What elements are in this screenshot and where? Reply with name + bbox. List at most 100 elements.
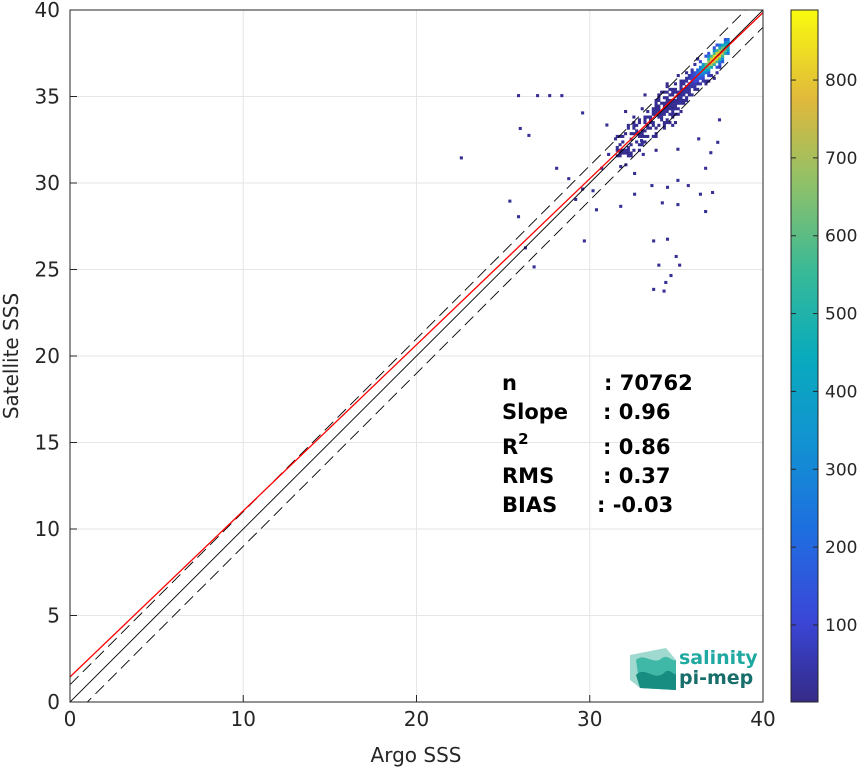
density-cell [679,109,683,114]
density-cell [721,54,725,58]
density-cell [637,134,641,138]
density-cell [701,74,705,78]
outlier-cell [555,166,559,170]
density-cell [632,148,636,152]
density-cell [682,79,686,83]
density-cell [723,43,727,47]
density-cell [637,118,641,122]
colorbar-tick-label: 100 [825,616,857,636]
density-cell [704,79,708,83]
density-cell [635,123,639,127]
outlier-cell [652,287,656,291]
density-cell [643,93,647,97]
outlier-cell [665,185,670,189]
density-cell [718,57,722,61]
density-cell [721,46,725,50]
density-cell [685,71,689,75]
density-cell [715,51,719,55]
density-cell [637,121,641,125]
outlier-cell [674,254,678,259]
density-cell [712,60,716,64]
density-cell [690,74,694,78]
density-cell [665,101,669,105]
density-cell [718,46,722,50]
density-cell [693,87,697,91]
density-cell [673,90,678,94]
density-cell [704,68,708,72]
density-cell [676,112,680,116]
density-cell [679,101,683,105]
density-cell [696,57,700,61]
density-cell [676,101,680,105]
density-cell [662,90,666,94]
density-cell [626,148,630,152]
density-cell [712,54,716,58]
colorbar-ticks: 100 200 300 400 500 600 700 800 [791,71,857,636]
density-cell [718,62,722,67]
density-cell [682,82,686,86]
density-cell [709,62,714,67]
density-cell [615,145,619,150]
density-cell [693,79,697,83]
density-cell [651,107,655,111]
regression-line [70,12,763,678]
density-cell [637,148,641,152]
outlier-cell [594,208,599,212]
density-cell [707,51,711,55]
density-cell [679,93,683,97]
density-cell [643,118,647,122]
density-cell [626,145,630,150]
density-cell [698,76,702,80]
density-cell [643,129,647,133]
outlier-cell [641,152,645,156]
density-cell [698,82,702,86]
outlier-cell [716,140,720,144]
density-cell [718,65,722,69]
outlier-cell [581,187,585,191]
density-cell [660,118,664,122]
density-cell [632,132,636,136]
outlier-cell [704,209,708,214]
y-tick-label: 0 [47,690,60,714]
stat-rms-label: RMS [502,464,554,488]
density-cell [685,79,689,83]
outlier-cell [633,171,637,175]
density-cell [665,118,669,122]
density-cell [726,38,730,42]
outlier-cell [582,239,586,243]
density-cell [662,96,666,100]
outlier-cell [560,94,564,98]
density-cell [690,82,694,86]
density-cell [671,109,675,114]
density-cell [665,82,669,86]
density-cell [687,90,691,94]
density-cell [654,101,658,105]
identity-bound-line [70,10,747,686]
outlier-cell [523,246,527,250]
density-cell [651,134,655,138]
outlier-cell [709,151,713,155]
density-cell [654,107,658,111]
y-tick-label: 5 [47,604,60,628]
outlier-cell [548,94,552,98]
colorbar-tick-label: 500 [825,305,857,325]
density-cell [718,49,722,53]
density-cell [624,132,628,136]
density-cell [690,68,694,72]
outlier-cell [624,149,628,153]
outlier-cell [600,166,604,170]
density-cell [721,57,725,61]
density-cell [626,123,630,127]
density-cell [673,98,678,102]
density-cell [698,60,702,64]
density-cell [665,85,669,89]
density-cells [459,38,730,293]
stat-slope-value: : 0.96 [603,400,671,424]
density-cell [632,115,636,119]
density-cell [701,62,705,67]
density-cell [665,90,669,94]
density-cell [707,65,711,69]
density-cell [626,126,630,130]
outlier-cell [459,156,463,160]
x-axis-label: Argo SSS [371,743,462,767]
